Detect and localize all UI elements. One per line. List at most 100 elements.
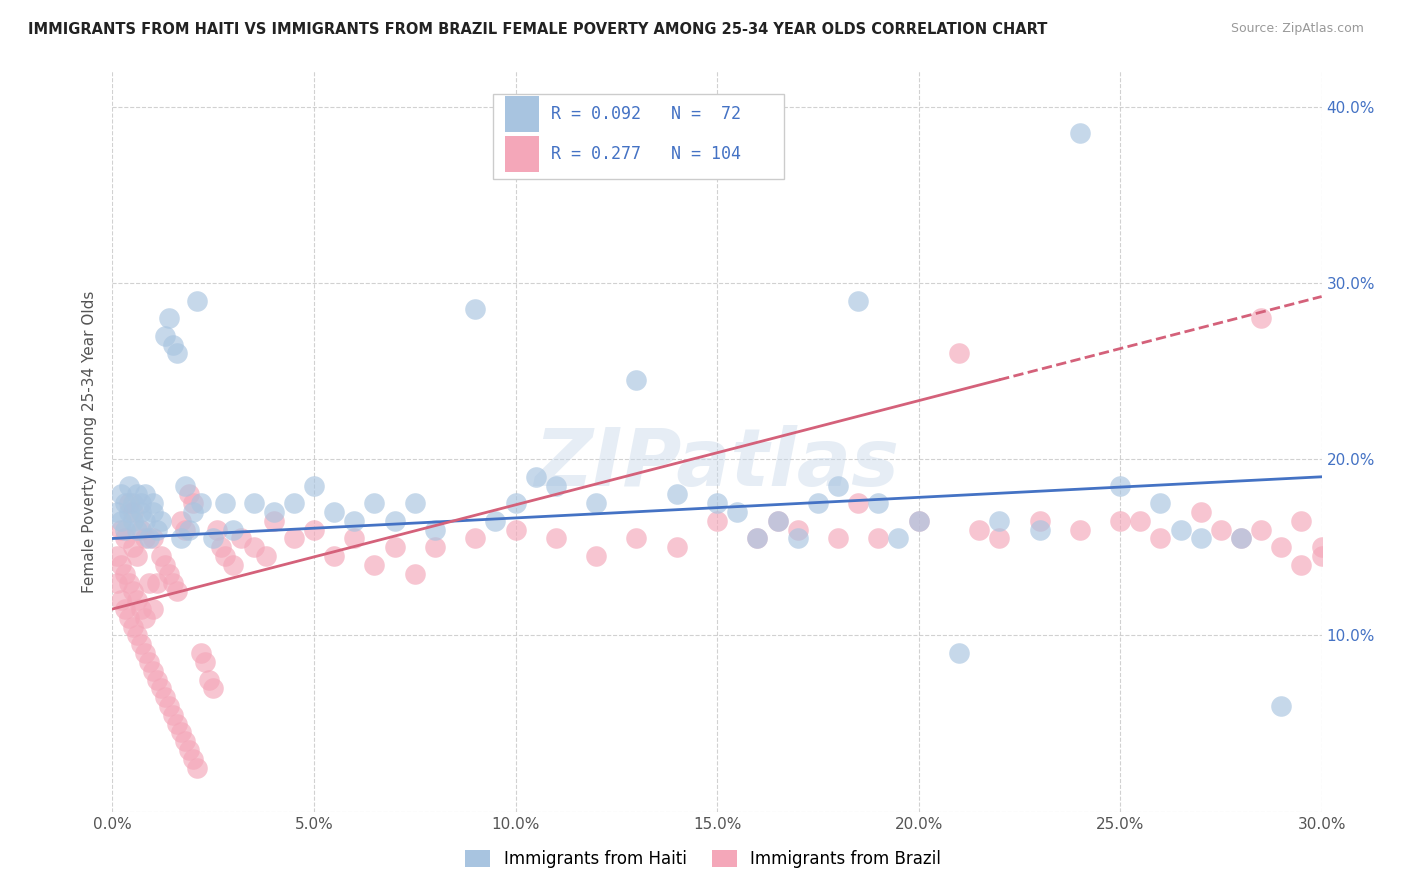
Point: [544, 532, 567, 546]
Point: [263, 514, 285, 528]
Point: [1330, 558, 1353, 572]
Point: [125, 593, 148, 607]
Point: [153, 690, 176, 705]
Point: [1270, 541, 1292, 555]
Point: [142, 496, 165, 510]
Point: [283, 532, 305, 546]
Point: [1250, 311, 1272, 326]
Y-axis label: Female Poverty Among 25-34 Year Olds: Female Poverty Among 25-34 Year Olds: [82, 291, 97, 592]
Point: [117, 611, 139, 625]
Point: [1149, 496, 1171, 510]
Point: [827, 478, 849, 492]
Point: [117, 575, 139, 590]
Bar: [506, 136, 540, 172]
Point: [166, 584, 188, 599]
Point: [967, 523, 990, 537]
Point: [665, 541, 688, 555]
Point: [827, 532, 849, 546]
Point: [988, 514, 1011, 528]
Point: [1291, 558, 1313, 572]
Point: [125, 549, 148, 563]
Point: [166, 346, 188, 360]
Legend: Immigrants from Haiti, Immigrants from Brazil: Immigrants from Haiti, Immigrants from B…: [458, 843, 948, 875]
Point: [181, 752, 204, 766]
Point: [423, 541, 446, 555]
Point: [134, 514, 156, 528]
Point: [149, 549, 172, 563]
Point: [766, 514, 789, 528]
Point: [1310, 549, 1333, 563]
Point: [117, 478, 139, 492]
Point: [121, 619, 143, 633]
Point: [105, 575, 128, 590]
Point: [323, 549, 346, 563]
Point: [134, 611, 156, 625]
Point: [129, 602, 152, 616]
Point: [263, 505, 285, 519]
Point: [766, 514, 789, 528]
Point: [146, 575, 169, 590]
Point: [1209, 523, 1232, 537]
Point: [283, 496, 305, 510]
Point: [505, 523, 527, 537]
Point: [138, 655, 160, 669]
Point: [585, 549, 607, 563]
Point: [1310, 541, 1333, 555]
Point: [146, 523, 169, 537]
Point: [343, 532, 366, 546]
Point: [484, 514, 506, 528]
Text: Source: ZipAtlas.com: Source: ZipAtlas.com: [1230, 22, 1364, 36]
Point: [125, 523, 148, 537]
Point: [190, 496, 212, 510]
Point: [129, 523, 152, 537]
Point: [121, 584, 143, 599]
Point: [186, 761, 208, 775]
Point: [302, 478, 325, 492]
Point: [117, 496, 139, 510]
Point: [110, 514, 132, 528]
Point: [110, 558, 132, 572]
Point: [166, 716, 188, 731]
Point: [129, 505, 152, 519]
Point: [177, 487, 200, 501]
Point: [1109, 514, 1132, 528]
Point: [110, 593, 132, 607]
Point: [868, 532, 890, 546]
Point: [222, 523, 245, 537]
Point: [153, 328, 176, 343]
Text: ZIPatlas: ZIPatlas: [534, 425, 900, 503]
Point: [114, 602, 136, 616]
Point: [114, 496, 136, 510]
Point: [117, 505, 139, 519]
Point: [174, 478, 197, 492]
Point: [149, 681, 172, 696]
Point: [134, 487, 156, 501]
Point: [214, 549, 236, 563]
Point: [121, 496, 143, 510]
Point: [121, 514, 143, 528]
Point: [153, 558, 176, 572]
Point: [181, 496, 204, 510]
Point: [868, 496, 890, 510]
Point: [423, 523, 446, 537]
Point: [186, 293, 208, 308]
Point: [114, 566, 136, 581]
Point: [194, 655, 217, 669]
Point: [302, 523, 325, 537]
Point: [1170, 523, 1192, 537]
Point: [1330, 532, 1353, 546]
Point: [887, 532, 910, 546]
Point: [747, 532, 769, 546]
Point: [214, 496, 236, 510]
Point: [125, 487, 148, 501]
Point: [464, 302, 486, 317]
Point: [626, 532, 648, 546]
Point: [146, 673, 169, 687]
Point: [157, 566, 180, 581]
Point: [162, 707, 184, 722]
Point: [807, 496, 830, 510]
Point: [323, 505, 346, 519]
Point: [363, 558, 385, 572]
Point: [162, 575, 184, 590]
Point: [170, 514, 193, 528]
